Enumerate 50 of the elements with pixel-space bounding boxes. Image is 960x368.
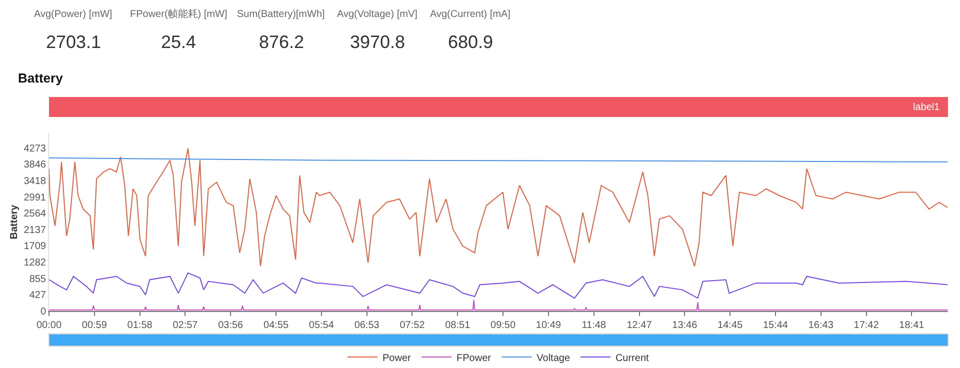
- text: 876.2: [259, 32, 304, 52]
- text: Sum(Battery)[mWh]: [237, 9, 326, 20]
- x-tick-label: 00:59: [82, 320, 108, 331]
- y-tick-label: 3846: [24, 160, 46, 171]
- y-tick-label: 2137: [24, 224, 46, 236]
- x-tick-label: 13:46: [672, 320, 698, 331]
- y-tick-label: 2564: [24, 208, 46, 220]
- x-tick-label: 03:56: [218, 320, 244, 331]
- x-tick-label: 14:45: [718, 320, 744, 331]
- text: label1: [913, 102, 940, 113]
- x-tick-label: 05:54: [308, 320, 334, 331]
- text: 25.4: [161, 32, 196, 52]
- x-tick-label: 02:57: [172, 320, 198, 331]
- x-tick-label: 16:43: [808, 320, 834, 331]
- x-tick-label: 12:47: [626, 320, 652, 331]
- legend-label: Current: [615, 352, 650, 364]
- legend-label: Voltage: [536, 352, 570, 364]
- line-series: [49, 272, 948, 299]
- text: FPower(帧能耗) [mW]: [130, 8, 228, 20]
- x-tick-label: 11:48: [582, 320, 606, 331]
- y-tick-label: 0: [40, 306, 46, 318]
- y-tick-label: 1709: [24, 241, 46, 252]
- chart-title: Battery: [18, 70, 64, 86]
- x-tick-label: 08:51: [445, 320, 471, 331]
- legend-label: FPower: [456, 352, 492, 364]
- text: Avg(Power) [mW]: [34, 9, 112, 20]
- x-tick-label: 04:55: [264, 320, 289, 331]
- line-series: [49, 148, 948, 267]
- text: 3970.8: [350, 32, 406, 52]
- y-tick-label: 1282: [24, 258, 46, 269]
- y-tick-label: 427: [29, 290, 46, 302]
- x-tick-label: 00:00: [36, 320, 62, 331]
- y-tick-label: 855: [29, 274, 46, 285]
- x-tick-label: 17:42: [854, 320, 880, 331]
- x-tick-label: 06:53: [354, 320, 380, 331]
- text: 680.9: [448, 32, 494, 52]
- x-tick-label: 01:58: [127, 320, 153, 331]
- x-tick-label: 10:49: [536, 320, 562, 331]
- text: 2703.1: [46, 32, 102, 52]
- x-tick-label: 09:50: [490, 320, 516, 331]
- y-tick-label: 2991: [24, 192, 46, 204]
- x-tick-label: 15:44: [762, 320, 788, 331]
- y-tick-label: 4273: [24, 143, 46, 154]
- y-axis-title: Battery: [8, 204, 20, 240]
- text: Avg(Voltage) [mV]: [337, 9, 418, 20]
- text: Avg(Current) [mA]: [430, 9, 511, 20]
- x-tick-label: 07:52: [400, 320, 426, 331]
- legend-label: Power: [382, 352, 412, 364]
- y-tick-label: 3418: [24, 176, 46, 187]
- x-tick-label: 18:41: [899, 320, 925, 331]
